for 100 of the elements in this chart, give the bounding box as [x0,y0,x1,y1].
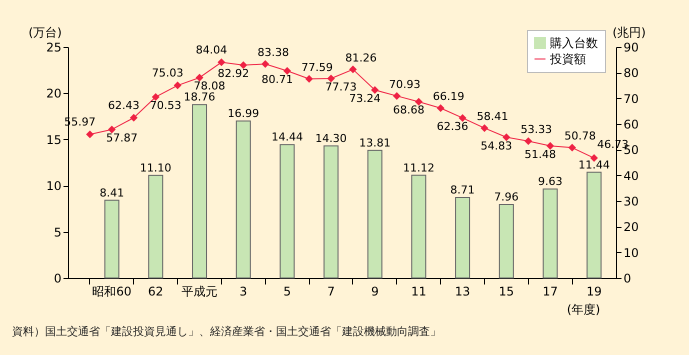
data-label: 62.43 [108,98,140,112]
data-label: 62.36 [436,120,468,133]
bar [455,197,470,278]
x-tick-label: 7 [327,284,335,298]
data-label: 11.12 [402,161,434,174]
x-tick-label: 3 [240,284,248,298]
y-tick-label: 10 [46,179,62,194]
data-label: 51.48 [524,148,556,161]
data-label: 82.92 [218,67,250,80]
x-tick-label: 15 [498,284,514,298]
x-tick-label: 昭和60 [92,284,132,298]
text: 資料）国土交通省「建設投資見通し」、経済産業省・国土交通省「建設機械動向調査」 [12,324,441,339]
data-label: 11.10 [140,161,172,174]
point [283,66,292,75]
y2-tick-label: 40 [624,168,639,183]
x-tick-label: 5 [283,284,292,298]
point [502,133,510,142]
bar [192,104,208,278]
y2-tick-label: 10 [624,246,639,260]
point [524,137,532,145]
point [480,124,488,132]
y2-tick-label: 60 [624,118,639,132]
y-tick-label: 0 [54,272,62,286]
data-label: 70.53 [150,98,182,112]
bar [324,145,339,278]
data-label: 14.30 [315,132,347,145]
data-label: 83.38 [258,46,290,59]
point [305,74,313,83]
data-label: 13.81 [359,136,391,150]
x-tick-label: 11 [411,284,426,298]
bar [498,204,514,278]
point [130,114,138,122]
point [568,144,576,152]
data-label: 8.71 [450,184,475,197]
point [196,74,204,82]
point [371,86,379,94]
data-label: 53.33 [520,123,552,136]
point [458,114,466,122]
y2-tick-label: 20 [624,220,639,234]
point [108,126,116,134]
point [174,82,182,90]
x-axis-title: (年度) [566,302,600,316]
legend-label: 購入台数 [550,36,598,50]
data-label: 16.99 [228,107,260,120]
x-tick-label: 13 [454,284,470,298]
data-label: 50.78 [564,130,596,143]
y2-tick-label: 0 [624,272,632,286]
data-label: 68.68 [392,104,424,117]
bar [542,188,558,278]
point [349,66,357,74]
point [86,130,94,138]
data-label: 84.04 [196,43,228,56]
bar [104,200,120,278]
point [546,142,554,150]
bar [586,172,602,278]
y-tick-label: 20 [46,86,62,101]
y2-axis-title: (兆円) [612,26,646,40]
x-tick-label: 9 [371,284,379,298]
bar [280,144,295,278]
data-label: 9.63 [538,175,562,188]
data-label: 8.41 [100,186,124,200]
point [327,74,335,82]
y-tick-label: 5 [54,225,62,240]
legend-label: 投資額 [549,52,586,66]
x-tick-label: 19 [586,284,602,298]
point [261,60,270,68]
data-label: 54.83 [480,139,512,152]
y2-tick-label: 70 [624,92,639,106]
data-label: 80.71 [261,72,293,86]
bar [411,174,426,278]
y2-tick-label: 90 [624,40,639,54]
y-tick-label: 25 [46,40,62,54]
bar [148,174,164,278]
data-label: 14.44 [271,130,303,144]
data-label: 77.73 [325,80,357,94]
data-label: 78.08 [194,80,226,93]
bar [367,150,382,278]
data-label: 57.87 [106,131,138,144]
data-label: 70.93 [389,78,421,91]
y2-tick-label: 30 [624,194,639,208]
data-label: 66.19 [432,90,464,104]
x-tick-label: 17 [542,284,558,298]
x-tick-label: 62 [148,284,164,298]
data-label: 73.24 [349,92,381,106]
data-label: 77.59 [301,60,333,74]
y2-tick-label: 80 [624,66,639,80]
data-label: 81.26 [345,51,377,64]
data-label: 18.76 [184,90,216,104]
data-label: 11.44 [578,158,610,172]
point [392,92,401,100]
point [436,104,445,112]
y-tick-label: 15 [46,132,62,147]
data-label: 7.96 [494,190,519,204]
point [218,58,226,66]
point [152,93,160,101]
bar [236,120,251,278]
y-axis-title: (万台) [28,26,62,40]
x-tick-label: 平成元 [182,284,218,298]
data-label: 58.41 [476,110,508,124]
data-label: 75.03 [152,66,184,80]
